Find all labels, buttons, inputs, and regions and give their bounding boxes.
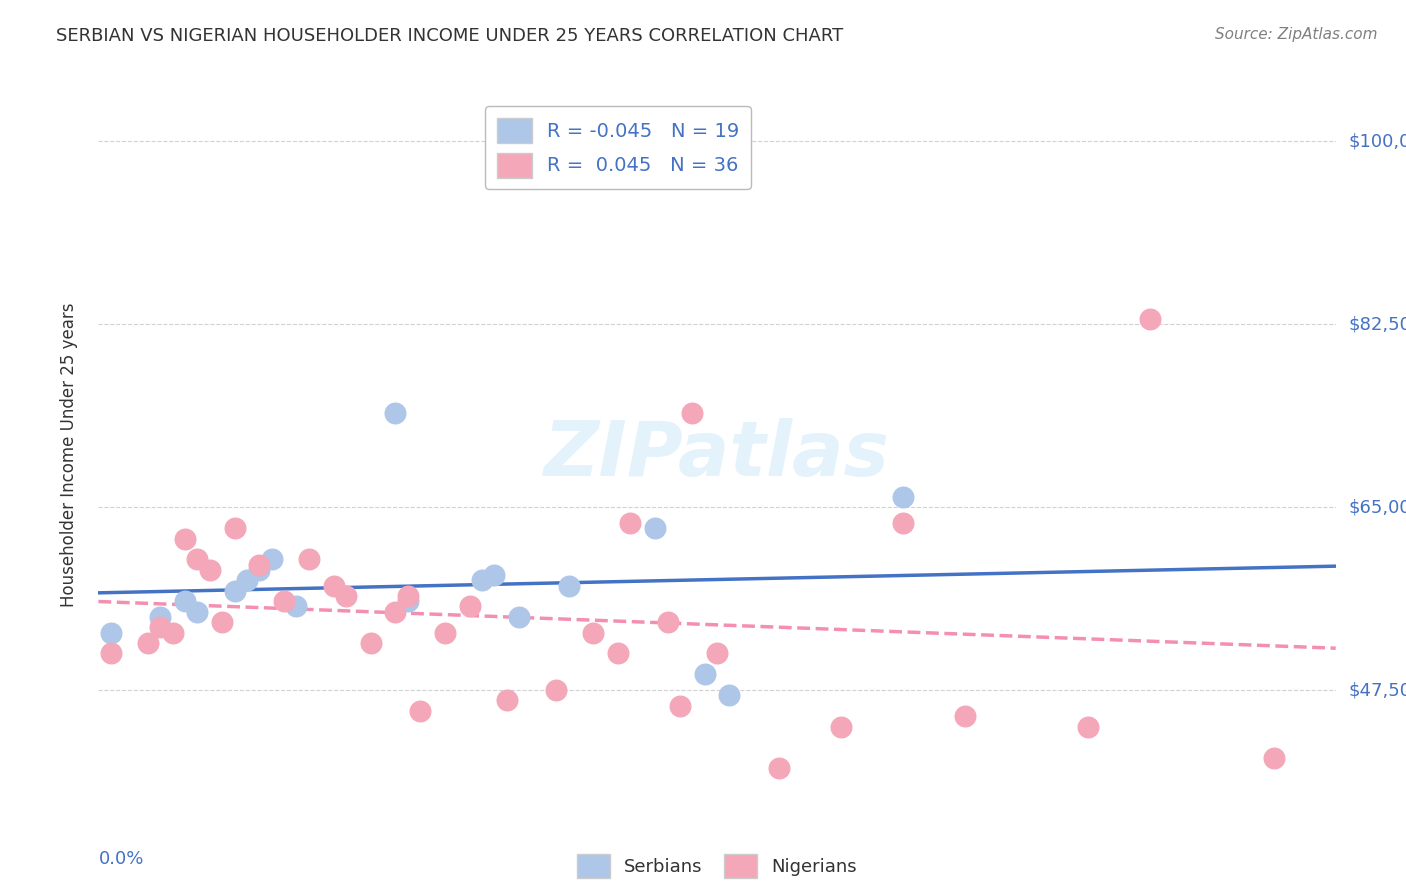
Point [260, 552, 283, 566]
Point [100, 625, 122, 640]
Point [508, 610, 530, 624]
Point [211, 615, 233, 629]
Point [396, 589, 419, 603]
Point [495, 693, 517, 707]
Text: 0.0%: 0.0% [98, 850, 143, 868]
Y-axis label: Householder Income Under 25 years: Householder Income Under 25 years [59, 302, 77, 607]
Point [409, 704, 432, 718]
Point [557, 578, 579, 592]
Point [224, 583, 246, 598]
Point [891, 490, 914, 504]
Point [236, 574, 259, 588]
Text: ZIPatlas: ZIPatlas [544, 418, 890, 491]
Text: $82,500: $82,500 [1348, 315, 1406, 334]
Text: $47,500: $47,500 [1348, 681, 1406, 699]
Point [396, 594, 419, 608]
Point [546, 683, 568, 698]
Point [149, 610, 172, 624]
Point [174, 594, 197, 608]
Point [657, 615, 679, 629]
Point [644, 521, 666, 535]
Point [1263, 751, 1285, 765]
Legend: Serbians, Nigerians: Serbians, Nigerians [569, 847, 865, 885]
Point [322, 578, 344, 592]
Point [484, 568, 506, 582]
Point [1139, 312, 1161, 326]
Text: $100,000: $100,000 [1348, 132, 1406, 151]
Point [174, 532, 197, 546]
Point [335, 589, 357, 603]
Point [384, 406, 406, 420]
Point [186, 552, 208, 566]
Point [953, 709, 976, 723]
Point [162, 625, 184, 640]
Point [149, 620, 172, 634]
Point [619, 516, 641, 530]
Point [285, 599, 308, 614]
Point [298, 552, 321, 566]
Point [718, 688, 741, 702]
Point [186, 605, 208, 619]
Point [247, 558, 270, 572]
Point [273, 594, 295, 608]
Point [706, 647, 728, 661]
Text: $65,000: $65,000 [1348, 498, 1406, 516]
Point [360, 636, 382, 650]
Point [693, 667, 716, 681]
Text: Source: ZipAtlas.com: Source: ZipAtlas.com [1215, 27, 1378, 42]
Point [224, 521, 246, 535]
Point [384, 605, 406, 619]
Point [768, 761, 790, 775]
Point [582, 625, 605, 640]
Point [669, 698, 692, 713]
Point [247, 563, 270, 577]
Text: SERBIAN VS NIGERIAN HOUSEHOLDER INCOME UNDER 25 YEARS CORRELATION CHART: SERBIAN VS NIGERIAN HOUSEHOLDER INCOME U… [56, 27, 844, 45]
Point [471, 574, 494, 588]
Point [198, 563, 221, 577]
Point [433, 625, 456, 640]
Point [1077, 720, 1099, 734]
Point [891, 516, 914, 530]
Point [458, 599, 481, 614]
Point [830, 720, 852, 734]
Point [681, 406, 703, 420]
Point [100, 647, 122, 661]
Point [136, 636, 159, 650]
Point [607, 647, 630, 661]
